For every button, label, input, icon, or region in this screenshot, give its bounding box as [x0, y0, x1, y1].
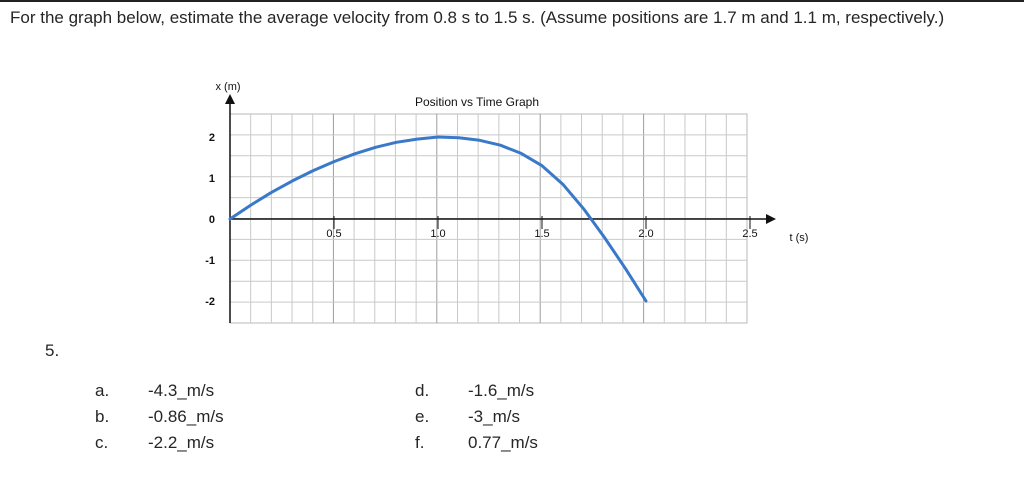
x-tick-label: 2.5 — [742, 228, 757, 240]
x-tick-label: 0.5 — [326, 228, 341, 240]
y-tick-label: 0 — [209, 214, 215, 226]
option-e-text[interactable]: -3_m/s — [468, 407, 520, 426]
option-a-letter: a. — [95, 381, 110, 400]
option-f-letter: f. — [415, 433, 425, 452]
option-a-text[interactable]: -4.3_m/s — [148, 381, 215, 400]
option-b-text[interactable]: -0.86_m/s — [148, 407, 224, 426]
question-number: 5. — [45, 341, 60, 360]
question-text: For the graph below, estimate the averag… — [10, 8, 945, 27]
x-axis-label: t (s) — [790, 232, 809, 244]
top-rule — [0, 0, 1024, 2]
x-axis-arrow-icon — [766, 214, 776, 224]
chart-labels: 2 1 0 -1 -2 0.5 1.0 1.5 2.0 2.5 Position vs Time G… — [205, 81, 808, 308]
x-tick-label: 1.5 — [534, 228, 549, 240]
y-axis-arrow-icon — [225, 94, 235, 104]
option-d-letter: d. — [415, 381, 430, 400]
y-tick-label: 1 — [209, 173, 215, 185]
option-b-letter: b. — [95, 407, 110, 426]
option-d-text[interactable]: -1.6_m/s — [468, 381, 535, 400]
chart-axes — [225, 94, 776, 323]
y-axis-label: x (m) — [215, 81, 240, 93]
option-c-letter: c. — [95, 433, 109, 452]
position-curve — [228, 135, 648, 303]
option-c-text[interactable]: -2.2_m/s — [148, 433, 215, 452]
option-f-text[interactable]: 0.77_m/s — [468, 433, 538, 452]
y-tick-label: -1 — [205, 255, 215, 267]
x-tick-label: 1.0 — [430, 228, 445, 240]
chart-title: Position vs Time Graph — [415, 95, 539, 109]
option-e-letter: e. — [415, 407, 430, 426]
y-tick-label: -2 — [205, 296, 215, 308]
chart-series — [228, 135, 648, 303]
y-tick-label: 2 — [209, 132, 215, 144]
x-tick-label: 2.0 — [638, 228, 653, 240]
